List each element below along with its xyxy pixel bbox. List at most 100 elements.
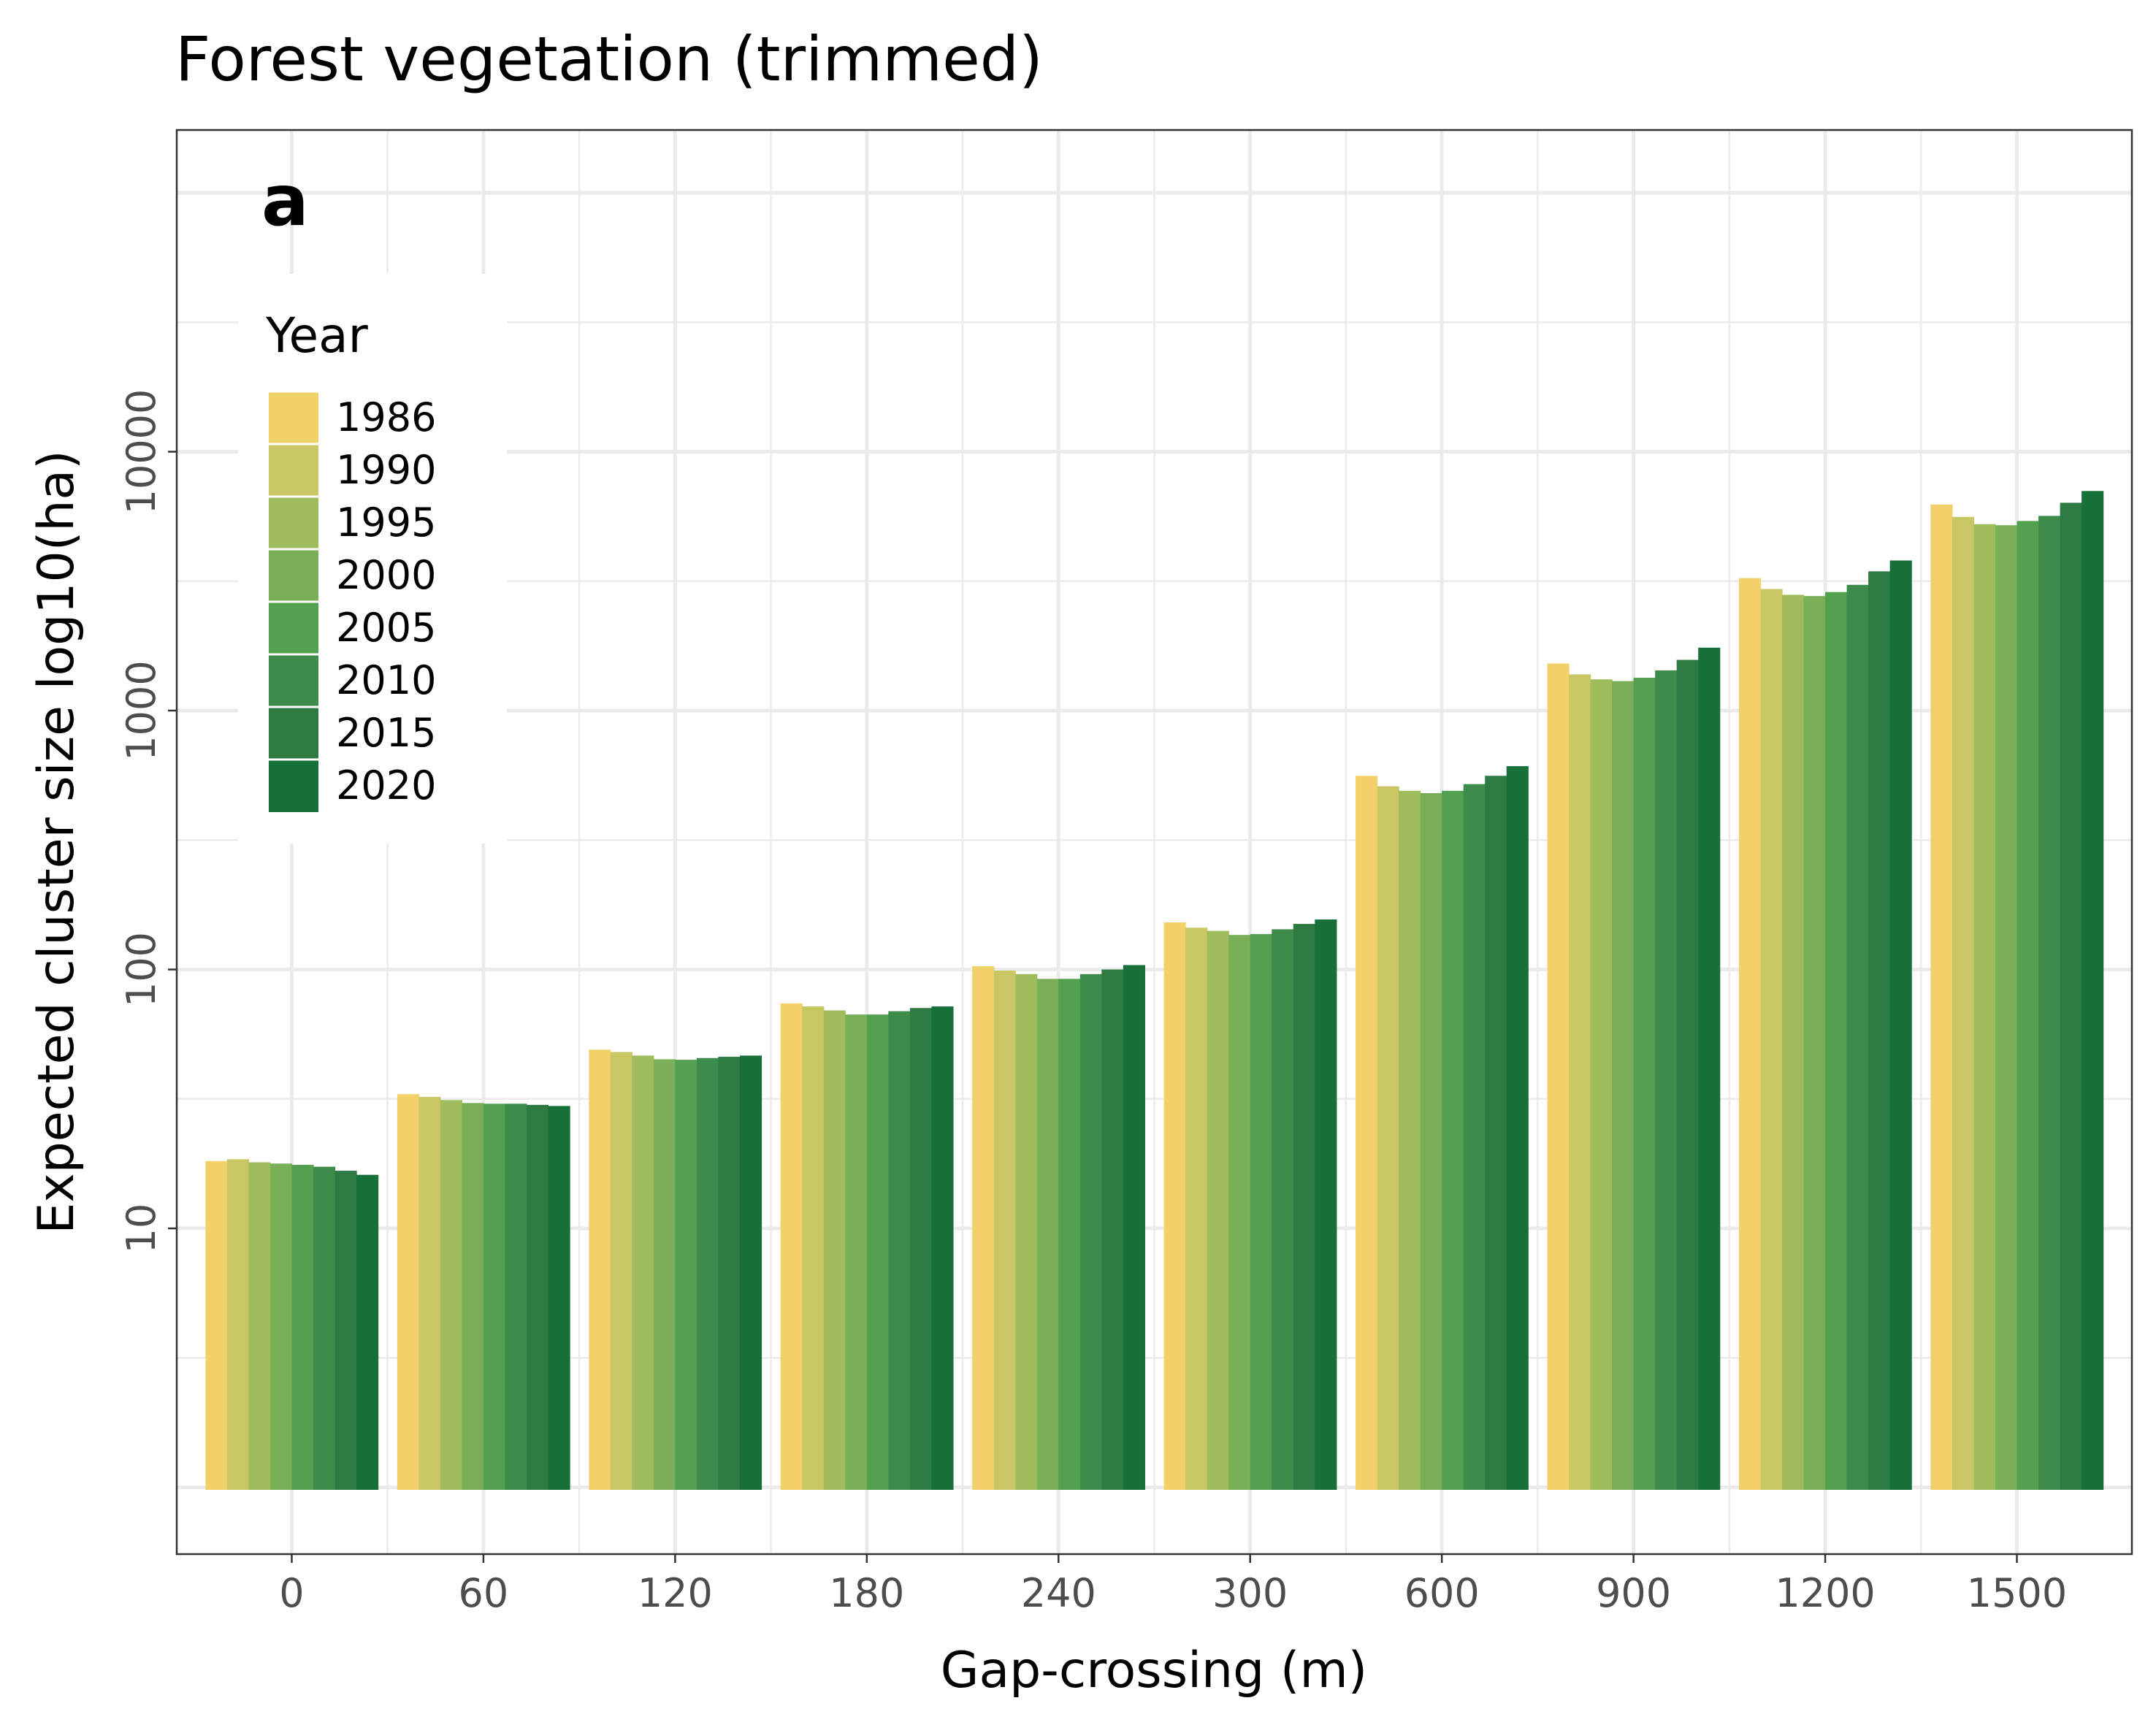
bar-1200-2015 [1868,571,1891,1490]
bar-0-1986 [205,1160,228,1490]
bar-600-2010 [1463,784,1486,1490]
bar-1500-2015 [2060,502,2082,1491]
x-tick-label: 1200 [1775,1570,1875,1616]
legend-label-2015: 2015 [336,710,436,756]
x-tick-label: 0 [279,1570,304,1616]
bar-240-1995 [1015,974,1038,1490]
y-tick-label: 10 [118,1204,164,1254]
bar-300-2020 [1315,919,1337,1490]
bar-900-2020 [1698,647,1721,1490]
bar-180-1995 [823,1010,846,1490]
bar-240-2020 [1123,965,1145,1490]
bar-1500-2005 [2017,521,2039,1490]
y-axis-label: Expected cluster size log10(ha) [28,450,85,1233]
bar-300-2005 [1250,934,1272,1490]
bar-60-2015 [526,1104,549,1490]
bar-0-2020 [356,1174,379,1490]
bar-1200-2005 [1825,592,1848,1491]
x-tick-label: 600 [1404,1570,1480,1616]
bar-1200-2010 [1846,584,1869,1490]
bar-1200-1986 [1738,578,1762,1490]
bar-300-1986 [1163,922,1186,1490]
bar-1500-2010 [2038,516,2061,1490]
plot-border [175,129,2133,1556]
bar-600-2000 [1420,793,1442,1490]
bar-1500-2000 [1995,525,2018,1491]
bar-600-2020 [1506,766,1529,1490]
x-tick-label: 180 [829,1570,904,1616]
bar-1500-2020 [2082,491,2104,1490]
bar-300-1990 [1185,927,1208,1490]
bar-900-2010 [1655,670,1678,1491]
bar-1500-1990 [1952,516,1975,1490]
bar-900-2015 [1676,659,1699,1490]
x-tick-label: 1500 [1967,1570,2067,1616]
x-axis-label: Gap-crossing (m) [941,1642,1367,1699]
bar-900-1995 [1590,679,1613,1490]
bar-300-2010 [1272,929,1294,1490]
legend-key-2010 [269,654,318,707]
bar-120-1995 [632,1055,654,1490]
bar-180-2015 [909,1008,933,1490]
bar-180-1990 [802,1006,825,1490]
y-tick-label: 100 [118,932,164,1007]
legend-label-1986: 1986 [336,394,436,440]
bar-120-1990 [610,1052,632,1490]
panel-label: a [261,160,309,242]
bar-60-1995 [440,1100,462,1490]
legend: Year 1986 1990 1995 2000 2005 2010 2015 2020 [238,274,507,844]
bar-1200-1990 [1760,589,1783,1491]
bar-0-2005 [291,1164,314,1490]
x-tick-label: 120 [638,1570,713,1616]
bar-1200-2020 [1889,560,1912,1490]
bar-1200-1995 [1782,594,1805,1490]
bar-1500-1986 [1930,504,1953,1490]
legend-label-2000: 2000 [336,552,436,598]
bar-180-2010 [888,1011,911,1490]
bar-0-2015 [335,1171,357,1490]
bar-600-1995 [1399,790,1421,1490]
legend-key-2005 [269,602,318,654]
bar-300-2000 [1228,935,1251,1490]
bar-240-2010 [1079,974,1102,1490]
bar-120-2015 [718,1057,741,1490]
bar-1500-1995 [1973,524,1996,1491]
bar-240-2005 [1058,979,1081,1490]
bar-0-1990 [226,1159,250,1490]
bar-600-2005 [1442,790,1464,1490]
x-tick-label: 60 [459,1570,509,1616]
bar-60-2005 [483,1104,506,1490]
bar-60-1986 [397,1094,419,1490]
bar-900-1990 [1569,674,1591,1491]
legend-key-2020 [269,760,318,812]
bar-120-2020 [739,1055,762,1490]
bar-60-2020 [548,1106,570,1490]
bar-180-2000 [845,1014,868,1490]
bar-0-1995 [248,1162,271,1490]
bar-60-1990 [418,1096,441,1490]
bar-300-1995 [1207,930,1229,1490]
legend-title: Year [265,307,369,364]
bar-240-2015 [1101,969,1124,1490]
bar-180-2005 [866,1014,889,1490]
bar-60-2010 [505,1104,527,1490]
chart-title: Forest vegetation (trimmed) [175,23,1043,95]
x-tick-label: 240 [1021,1570,1096,1616]
bar-600-1986 [1356,776,1378,1490]
bar-120-1986 [589,1049,611,1490]
bar-900-2000 [1612,681,1635,1490]
legend-label-1990: 1990 [336,447,436,493]
bar-180-1986 [780,1003,803,1490]
bar-1200-2000 [1803,596,1826,1490]
x-tick-label: 900 [1596,1570,1671,1616]
bar-600-1990 [1377,786,1399,1490]
bar-300-2015 [1293,924,1315,1490]
legend-label-2020: 2020 [336,762,436,808]
bar-0-2000 [270,1163,293,1490]
bar-240-2000 [1036,979,1059,1490]
bar-900-1986 [1547,663,1570,1490]
bar-120-2000 [653,1059,676,1490]
bar-240-1990 [993,971,1016,1490]
legend-key-1990 [269,444,318,497]
